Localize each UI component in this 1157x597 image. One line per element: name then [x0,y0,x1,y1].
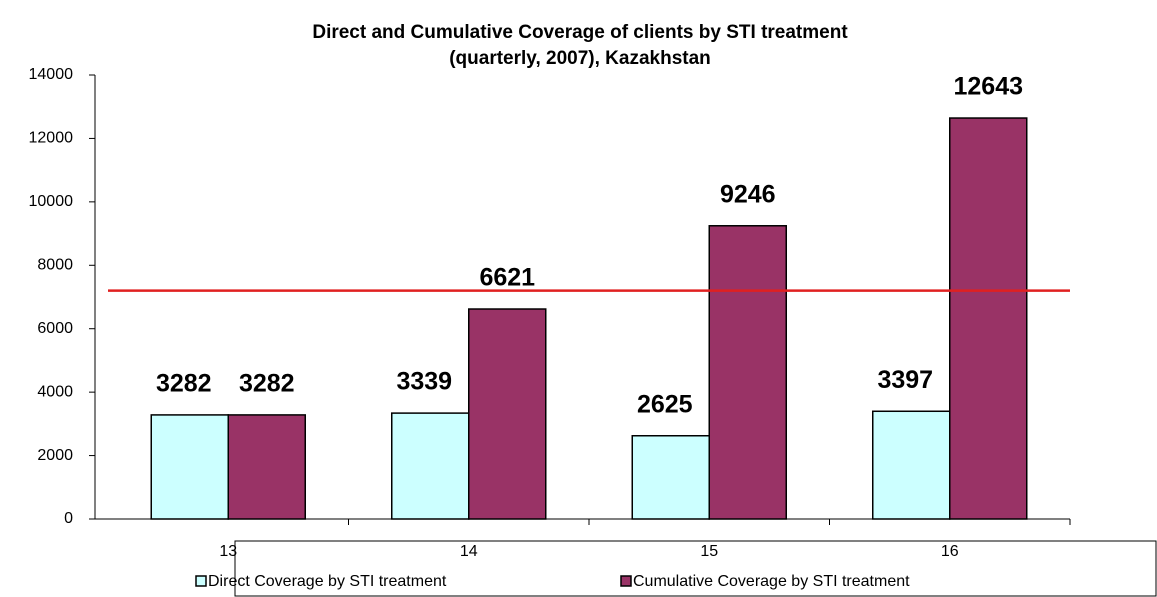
x-tick-label: 16 [941,543,959,560]
bar [708,225,787,520]
bar [468,308,547,520]
value-label: 3282 [156,370,212,398]
legend-swatch [195,575,207,587]
y-tick-label: 12000 [29,130,74,147]
x-tick-label: 13 [219,543,237,560]
chart-title: (quarterly, 2007), Kazakhstan [449,48,711,69]
value-label: 9246 [720,180,776,208]
x-tick-label: 14 [460,543,478,560]
value-label: 3339 [396,368,452,396]
value-label: 6621 [479,264,535,292]
legend-box [234,540,1157,597]
bar [949,117,1028,520]
legend-label: Cumulative Coverage by STI treatment [633,573,910,590]
legend-swatch [620,575,632,587]
value-label: 12643 [953,73,1023,101]
y-tick-label: 4000 [37,383,73,400]
chart-title: Direct and Cumulative Coverage of client… [312,22,848,43]
x-tick-label: 15 [700,543,718,560]
y-tick-label: 14000 [29,66,74,83]
legend-label: Direct Coverage by STI treatment [208,573,447,590]
value-label: 3282 [239,370,295,398]
bar [872,410,951,520]
value-label: 3397 [877,366,933,394]
bar [227,414,306,520]
value-label: 2625 [637,390,693,418]
y-tick-label: 10000 [29,193,74,210]
bar [391,412,470,520]
y-tick-label: 2000 [37,447,73,464]
bar [150,414,229,520]
y-tick-label: 8000 [37,257,73,274]
y-tick-label: 0 [64,510,73,527]
y-tick-label: 6000 [37,320,73,337]
bar [631,435,710,520]
